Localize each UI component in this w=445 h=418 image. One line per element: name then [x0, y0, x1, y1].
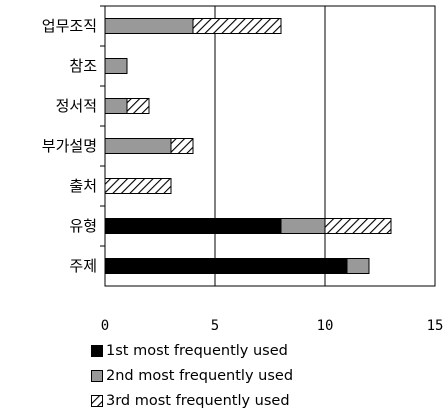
- legend-swatch-2nd: [91, 369, 103, 382]
- bar-3-series-3: [170, 138, 194, 154]
- bar-6-series-1: [104, 258, 348, 274]
- category-label: 출처: [69, 177, 97, 195]
- bar-5-series-1: [104, 218, 282, 234]
- x-tick-label: 15: [427, 318, 444, 334]
- legend-swatch-1st: [91, 344, 103, 357]
- bar-2-series-2: [104, 98, 128, 114]
- bar-0-series-3: [192, 18, 282, 34]
- legend-label-1st: 1st most frequently used: [106, 342, 288, 359]
- bar-5-series-2: [280, 218, 326, 234]
- category-label: 업무조직: [42, 17, 97, 35]
- category-label: 정서적: [56, 97, 97, 115]
- gridlines: [214, 6, 326, 286]
- legend: 1st most frequently used 2nd most freque…: [91, 338, 293, 413]
- legend-item-1st: 1st most frequently used: [91, 338, 293, 363]
- bar-6-series-2: [346, 258, 370, 274]
- legend-label-3rd: 3rd most frequently used: [106, 392, 290, 409]
- bar-4-series-3: [104, 178, 172, 194]
- x-tick-labels: 0 5 10 15: [101, 318, 444, 334]
- legend-item-3rd: 3rd most frequently used: [91, 388, 293, 413]
- legend-item-2nd: 2nd most frequently used: [91, 363, 293, 388]
- category-label: 부가설명: [42, 137, 97, 155]
- bar-5-series-3: [324, 218, 392, 234]
- bar-0-series-2: [104, 18, 194, 34]
- x-tick-label: 5: [211, 318, 219, 334]
- legend-swatch-3rd: [91, 394, 103, 407]
- category-label: 유형: [69, 217, 97, 235]
- category-label: 주제: [69, 257, 97, 275]
- x-tick-label: 0: [101, 318, 109, 334]
- bars: [104, 18, 392, 274]
- bar-2-series-3: [126, 98, 150, 114]
- bar-1-series-2: [104, 58, 128, 74]
- x-tick-label: 10: [317, 318, 334, 334]
- bar-3-series-2: [104, 138, 172, 154]
- legend-label-2nd: 2nd most frequently used: [106, 367, 294, 384]
- category-label: 참조: [69, 57, 97, 75]
